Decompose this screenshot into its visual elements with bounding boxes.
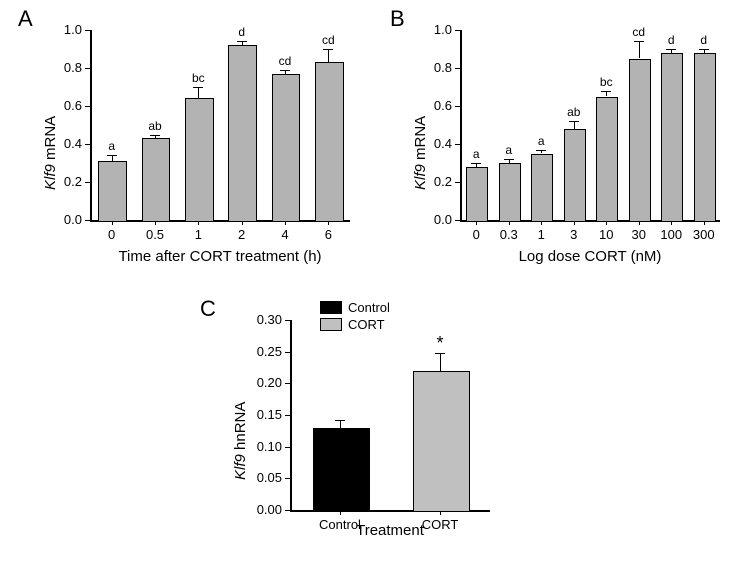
panel-b-label: B (390, 6, 405, 32)
legend-swatch-control (320, 301, 342, 314)
panel-c-label: C (200, 296, 216, 322)
panel-a-xlabel: Time after CORT treatment (h) (90, 248, 350, 265)
panel-b-xlabel: Log dose CORT (nM) (460, 248, 720, 265)
panel-b-ylabel: Klf9 mRNA (412, 116, 429, 190)
panel-c-legend: Control CORT (320, 300, 390, 334)
legend-swatch-cort (320, 318, 342, 331)
panel-a-ylabel: Klf9 mRNA (42, 116, 59, 190)
panel-a-label: A (18, 6, 33, 32)
legend-item-cort: CORT (320, 317, 390, 332)
panel-c-xlabel: Treatment (290, 522, 490, 539)
panel-c-ylabel: Klf9 hnRNA (232, 402, 249, 480)
legend-item-control: Control (320, 300, 390, 315)
legend-label-cort: CORT (348, 317, 385, 332)
legend-label-control: Control (348, 300, 390, 315)
